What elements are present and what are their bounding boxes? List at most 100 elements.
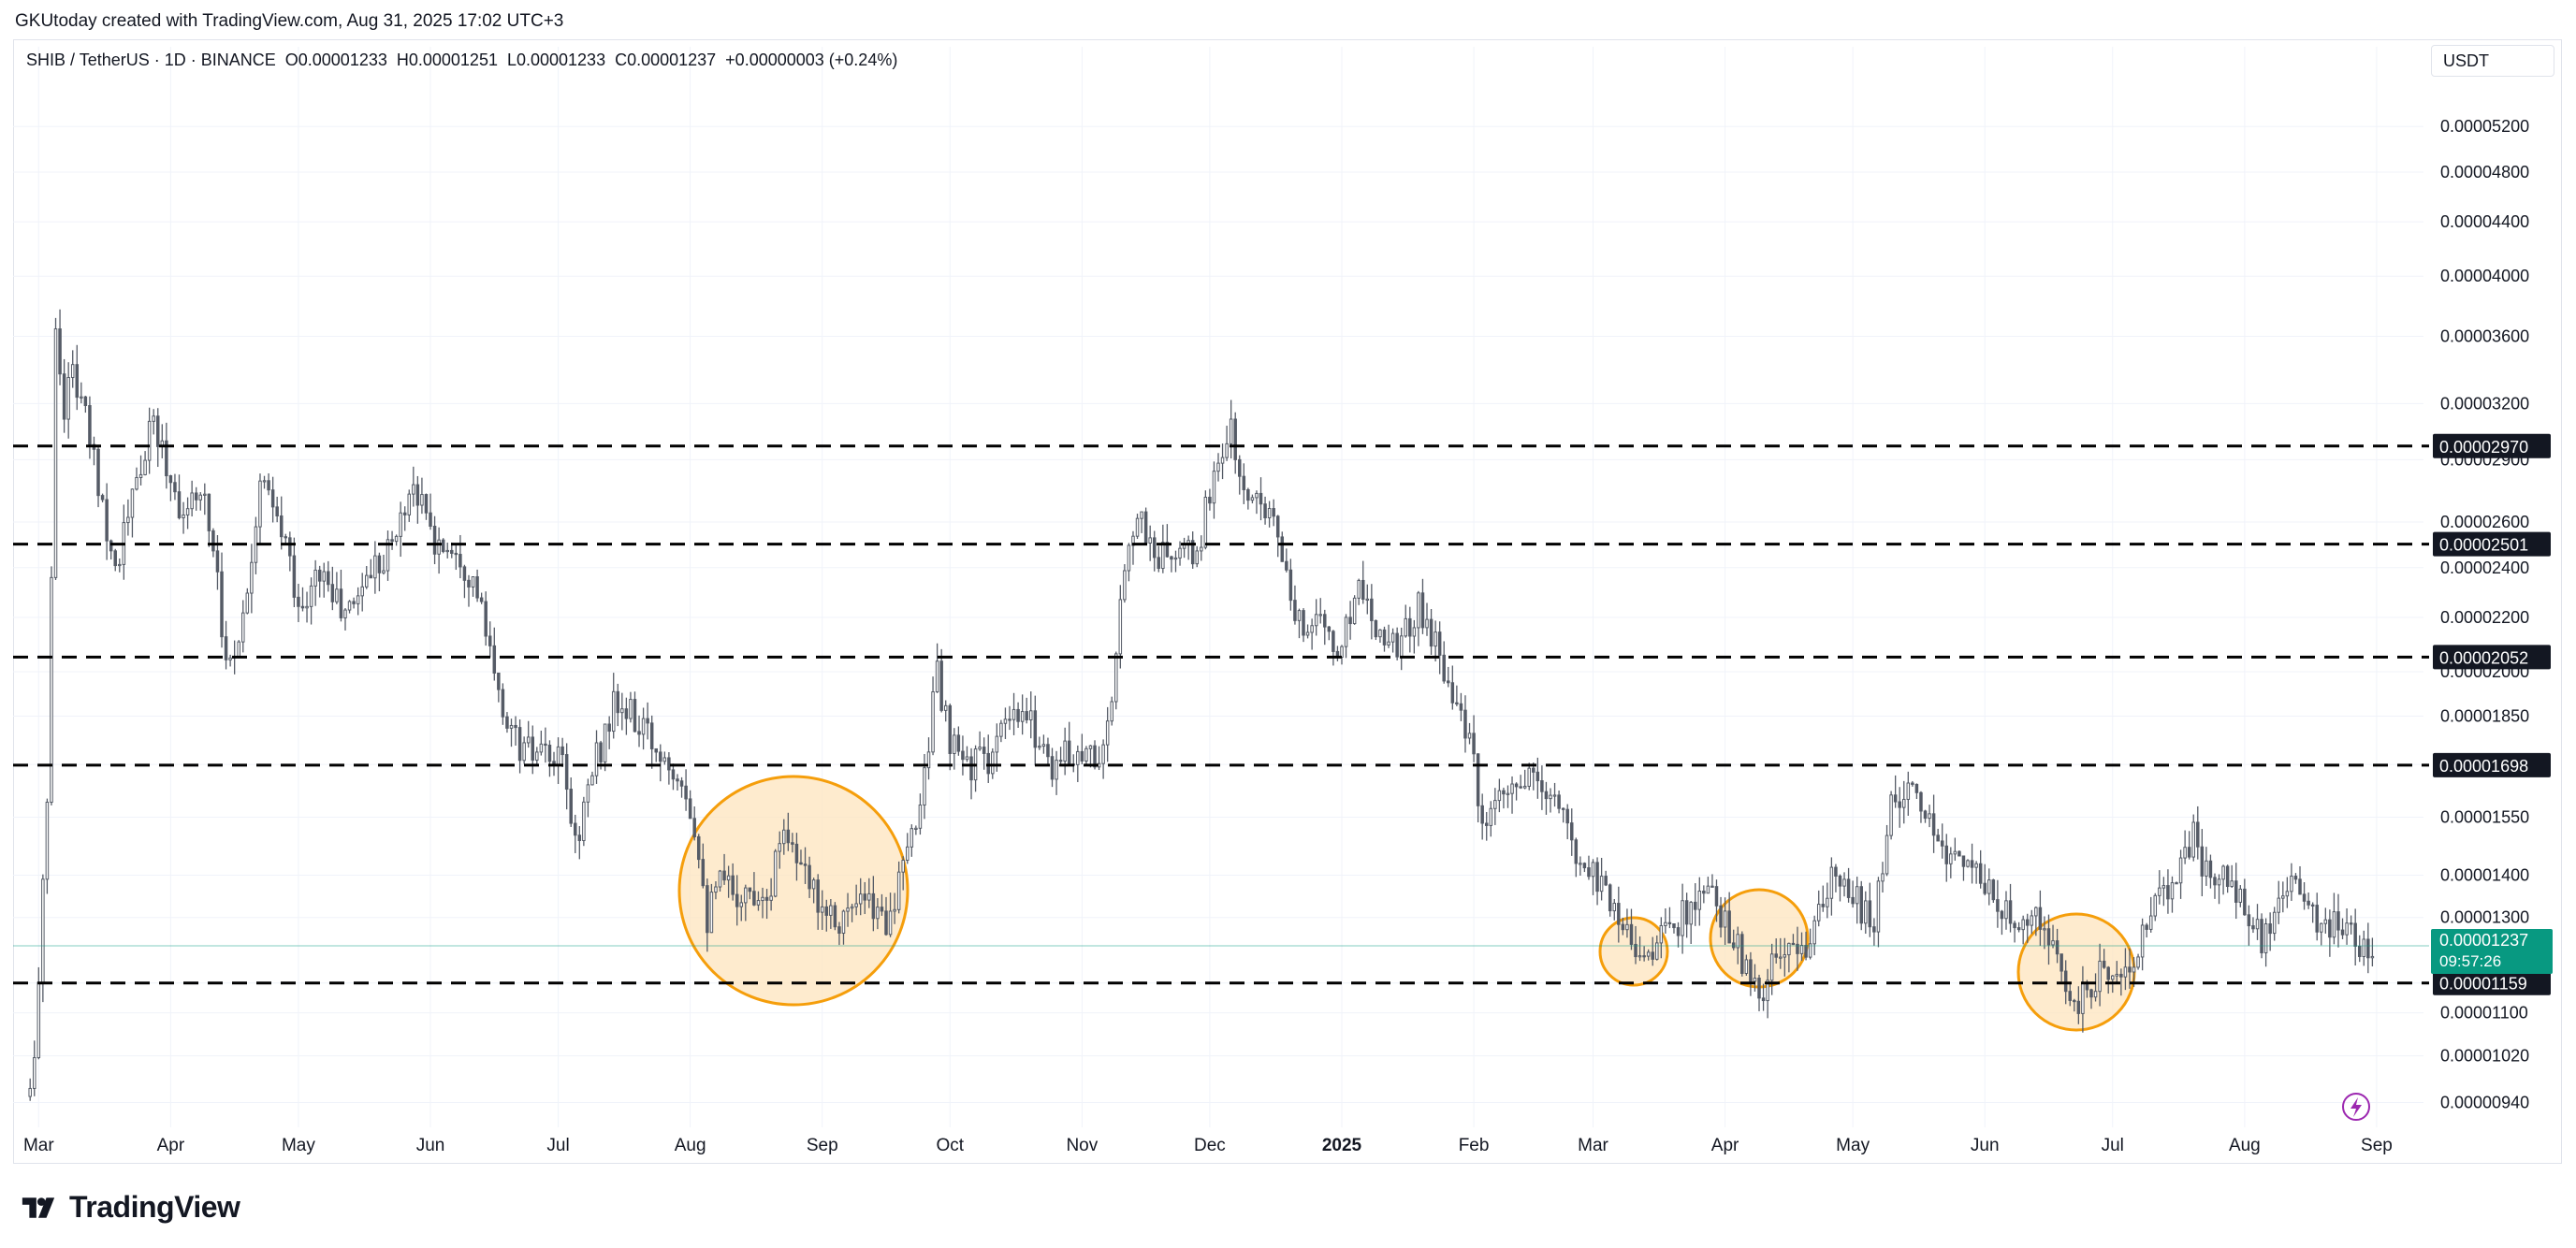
candle-body [83, 396, 88, 407]
candle-body [791, 842, 794, 845]
candle-body [667, 757, 671, 771]
candle-body [739, 902, 744, 907]
symbol-name[interactable]: SHIB / TetherUS · 1D · BINANCE [26, 51, 276, 69]
candle-body [888, 910, 893, 936]
y-tick-label: 0.00005200 [2440, 117, 2529, 136]
candle-body [1816, 904, 1821, 921]
candle-body [2136, 956, 2140, 968]
candle-body [1901, 798, 1906, 808]
candle-body [577, 834, 582, 842]
candle-body [1868, 900, 1872, 928]
candle-body [1540, 780, 1544, 792]
candle-body [309, 585, 313, 607]
candle-body [982, 747, 986, 754]
tradingview-logo[interactable]: TradingView [15, 1190, 240, 1225]
candle-body [1911, 782, 1914, 785]
candle-body [1101, 744, 1105, 764]
candle-body [2315, 905, 2319, 933]
support-highlight-circle [677, 775, 910, 1007]
candle-body [2081, 982, 2085, 1014]
candle-body [1208, 497, 1212, 504]
candle-body [1246, 488, 1250, 501]
candle-body [1063, 740, 1067, 762]
candle-body [220, 571, 224, 638]
candle-body [2272, 911, 2277, 935]
candle-body [1826, 897, 1829, 907]
candle-body [943, 704, 948, 711]
chart-frame [13, 39, 2562, 1164]
candle-body [1996, 899, 2000, 912]
candle-body [2068, 991, 2072, 1001]
candle-body [616, 690, 620, 714]
candle-body [143, 459, 147, 475]
candle-body [347, 601, 352, 611]
candle-body [1220, 457, 1225, 464]
candle-body [914, 827, 918, 831]
candle-body [2320, 922, 2323, 933]
candle-body [2161, 885, 2166, 889]
candle-body [1395, 632, 1399, 658]
candle-body [2234, 880, 2238, 903]
candle-body [1621, 923, 1625, 931]
candle-body [1821, 904, 1826, 907]
candle-body [884, 910, 888, 936]
candle-body [2328, 919, 2332, 938]
candle-body [2263, 923, 2268, 953]
candle-body [1472, 733, 1476, 755]
candle-body [846, 907, 850, 912]
candle-body [646, 718, 649, 724]
candle-body [2055, 940, 2059, 955]
candle-body [1114, 653, 1118, 703]
candle-body [109, 540, 113, 552]
candle-body [1242, 475, 1246, 490]
candle-body [497, 672, 501, 690]
candle-body [965, 756, 969, 761]
candle-body [1608, 884, 1612, 912]
candle-body [1885, 834, 1889, 875]
current-price-tag [2431, 929, 2553, 975]
candle-body [2213, 877, 2217, 886]
candle-body [1297, 610, 1302, 621]
candle-body [194, 492, 198, 501]
candle-body [1736, 934, 1740, 949]
candle-body [1723, 910, 1727, 928]
x-axis: Mar Apr May Jun Jul Aug Sep Oct Nov Dec 2025 Feb Mar… [23, 1136, 2393, 1155]
candle-body [262, 480, 267, 483]
candle-body [317, 569, 322, 582]
candle-body [1093, 745, 1097, 768]
candle-body [786, 829, 791, 844]
level-tag-label: 0.00002970 [2439, 438, 2528, 457]
candle-body [267, 480, 270, 491]
candle-body [2051, 940, 2055, 946]
candle-body [2281, 895, 2285, 899]
candle-body [288, 537, 292, 557]
candle-body [1740, 934, 1744, 974]
candle-body [811, 879, 816, 890]
lightning-icon[interactable] [2342, 1093, 2370, 1121]
candle-body [2119, 973, 2123, 978]
candle-body [1957, 850, 1961, 857]
candle-body [279, 515, 284, 538]
candle-body [1928, 813, 1931, 820]
candle-body [837, 926, 841, 934]
candle-body [1944, 845, 1949, 864]
candle-body [633, 699, 637, 733]
candle-body [1796, 943, 1799, 954]
currency-selector[interactable]: USDT [2431, 45, 2554, 77]
candle-body [1893, 794, 1898, 803]
candle-body [1859, 886, 1863, 924]
candle-body [824, 906, 829, 916]
candle-body [505, 716, 509, 729]
candle-body [28, 1087, 32, 1097]
candle-body [1689, 901, 1693, 925]
candle-body [1067, 740, 1071, 765]
candle-body [1727, 910, 1731, 944]
candle-body [1799, 945, 1804, 954]
candle-body [2251, 925, 2255, 930]
candle-body [1305, 631, 1310, 636]
candle-body [659, 751, 662, 762]
candle-body [1412, 627, 1417, 637]
candle-body [1250, 497, 1255, 501]
candle-body [458, 554, 462, 568]
